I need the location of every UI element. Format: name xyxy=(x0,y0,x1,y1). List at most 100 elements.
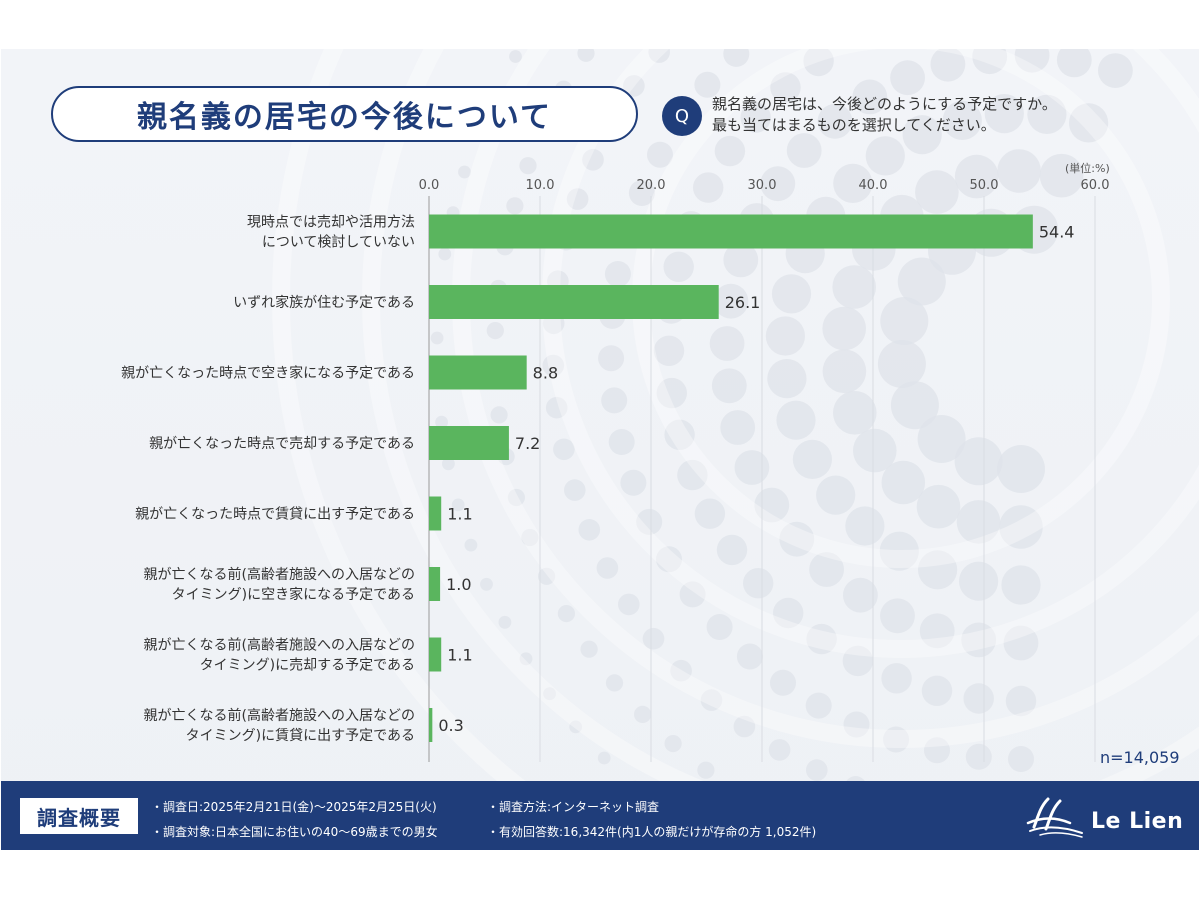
decor-dot xyxy=(566,188,589,210)
decor-dot xyxy=(842,645,874,677)
decor-dot xyxy=(883,726,910,753)
bar-value-label: 0.3 xyxy=(438,716,463,735)
decor-dot xyxy=(598,345,625,372)
decor-dot xyxy=(881,663,912,694)
question-badge: Q xyxy=(662,96,702,136)
decor-dot xyxy=(833,391,877,435)
category-label-line: について検討していない xyxy=(262,235,415,251)
decor-dot xyxy=(822,306,866,351)
decor-dot xyxy=(806,759,828,781)
decor-dot xyxy=(918,550,958,590)
decor-dot xyxy=(954,154,999,199)
decor-dot xyxy=(438,247,452,261)
decor-dot xyxy=(817,103,853,139)
decor-dot xyxy=(507,488,525,507)
unit-label: (単位:%) xyxy=(1065,162,1110,175)
decor-dot xyxy=(506,197,524,215)
decor-dot xyxy=(623,75,645,97)
decor-dot xyxy=(608,429,635,455)
decor-dot xyxy=(636,508,663,535)
decor-dot xyxy=(700,689,723,711)
decor-dot xyxy=(792,439,833,479)
category-label: 現時点では売却や活用方法について検討していない xyxy=(247,215,415,251)
decor-dot xyxy=(670,659,692,682)
decor-dot xyxy=(578,519,601,541)
decor-dot xyxy=(786,133,822,168)
decor-ring xyxy=(272,49,1199,850)
category-label-line: 親が亡くなる前(高齢者施設への入居などの xyxy=(144,637,415,654)
category-label-line: タイミング)に空き家になる予定である xyxy=(172,586,415,603)
decor-dot xyxy=(713,283,749,319)
page-title: 親名義の居宅の今後について xyxy=(51,86,638,142)
decor-dot xyxy=(580,640,598,658)
bar xyxy=(429,637,442,672)
decor-dot xyxy=(519,157,537,175)
decor-dot xyxy=(553,438,575,461)
decor-dot xyxy=(803,49,834,77)
decor-dot xyxy=(509,50,522,63)
category-label-line: タイミング)に売却する予定である xyxy=(200,658,415,674)
category-label-line: 親が亡くなる前(高齢者施設への入居などの xyxy=(144,707,415,724)
x-tick-label: 30.0 xyxy=(748,178,777,193)
decor-dot xyxy=(538,567,556,585)
decor-dot xyxy=(845,506,885,546)
decor-dot xyxy=(959,561,999,601)
decor-dot xyxy=(442,457,455,471)
decor-dot xyxy=(653,335,685,366)
decor-dot xyxy=(736,643,763,670)
x-tick-label: 10.0 xyxy=(526,178,555,193)
bar xyxy=(429,355,527,390)
decor-dot xyxy=(569,720,583,734)
decor-dot xyxy=(897,257,946,306)
decor-dot xyxy=(972,49,1008,75)
decor-dot xyxy=(770,72,801,103)
decor-dot xyxy=(647,141,673,168)
decor-dot xyxy=(656,377,687,409)
decor-dot xyxy=(519,652,533,666)
decor-dot xyxy=(679,581,706,608)
decor-dot xyxy=(961,622,997,658)
decor-dot xyxy=(664,419,695,450)
category-label-line: タイミング)に賃貸に出す予定である xyxy=(186,728,415,744)
decor-dot xyxy=(677,459,708,491)
decor-dot xyxy=(954,437,1003,486)
decor-dot xyxy=(843,577,878,613)
decor-dot xyxy=(582,149,604,171)
decor-dot xyxy=(480,577,493,591)
lelien-logo-icon xyxy=(1026,797,1083,838)
decor-dot xyxy=(1014,49,1050,73)
decor-dot xyxy=(697,761,715,779)
decor-dot xyxy=(890,381,939,430)
decor-dot xyxy=(833,163,873,203)
decor-dot xyxy=(999,505,1043,549)
decor-dot xyxy=(642,627,665,650)
decor-dot xyxy=(997,149,1041,193)
decor-dot xyxy=(577,49,595,62)
decor-dot xyxy=(776,400,816,440)
lelien-logo-text: Le Lien xyxy=(1091,809,1184,834)
bar-value-label: 1.0 xyxy=(446,575,471,594)
bar-value-label: 8.8 xyxy=(533,364,558,383)
decor-dot xyxy=(656,546,682,573)
decor-dot xyxy=(890,60,925,96)
decor-dot xyxy=(714,135,746,167)
decor-dot xyxy=(542,354,565,377)
survey-date: ・調査日:2025年2月21日(金)〜2025年2月25日(火) xyxy=(151,800,437,814)
decor-dot xyxy=(924,737,950,764)
decor-dot xyxy=(843,711,870,738)
decor-dot xyxy=(663,251,694,282)
decor-dot xyxy=(694,71,721,98)
category-label-line: 親が亡くなる前(高齢者施設への入居などの xyxy=(144,566,415,583)
decor-dot xyxy=(709,326,745,361)
decor-dot xyxy=(965,743,992,770)
decor-dot xyxy=(545,396,568,419)
decor-dot xyxy=(917,415,966,463)
decor-dot xyxy=(773,597,804,629)
category-label-line: 親が亡くなった時点で売却する予定である xyxy=(149,436,415,452)
decor-dot xyxy=(1008,746,1034,772)
decor-dot xyxy=(771,274,812,314)
x-tick-label: 0.0 xyxy=(419,178,440,193)
decor-dot xyxy=(601,387,628,414)
decor-dot xyxy=(984,94,1024,134)
